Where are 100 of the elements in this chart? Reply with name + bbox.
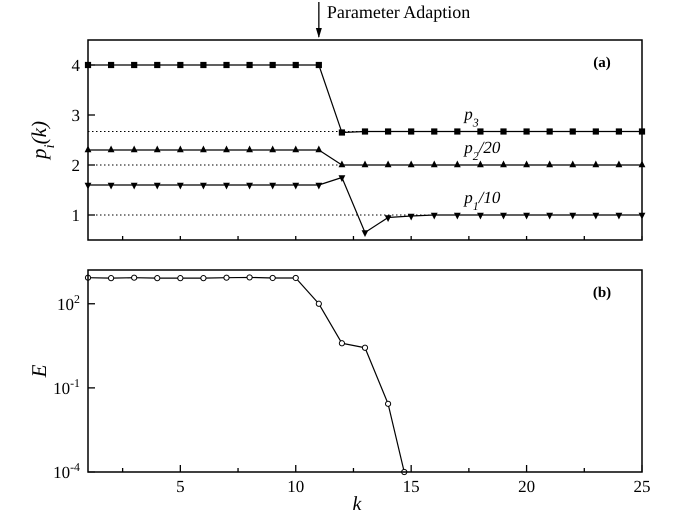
point bbox=[454, 161, 460, 168]
annotation: (b) bbox=[592, 285, 612, 301]
point bbox=[362, 344, 368, 351]
point bbox=[523, 128, 530, 135]
x-tick-label: 20 bbox=[518, 477, 536, 496]
annotation: (a) bbox=[593, 55, 611, 71]
point bbox=[616, 128, 622, 135]
series-label: p$_{2}$/20 bbox=[463, 138, 501, 163]
x-axis-title: k bbox=[352, 493, 363, 512]
point bbox=[223, 146, 230, 152]
point bbox=[384, 400, 392, 407]
point bbox=[362, 230, 368, 236]
point bbox=[177, 182, 184, 189]
point bbox=[292, 182, 299, 189]
point bbox=[338, 129, 346, 136]
point bbox=[408, 128, 414, 135]
point bbox=[270, 182, 276, 189]
point bbox=[200, 275, 207, 282]
point bbox=[316, 146, 322, 152]
point bbox=[131, 146, 138, 152]
point bbox=[570, 161, 576, 168]
point bbox=[338, 340, 346, 346]
point bbox=[223, 182, 230, 189]
text: Parameter Adaption bbox=[326, 2, 470, 22]
point bbox=[292, 62, 299, 68]
point bbox=[546, 212, 553, 219]
point bbox=[616, 212, 622, 219]
point bbox=[154, 146, 160, 152]
point bbox=[316, 62, 322, 68]
y-tick-label: 1 bbox=[72, 206, 80, 225]
point bbox=[246, 274, 253, 281]
point bbox=[246, 62, 253, 68]
point bbox=[223, 274, 230, 281]
point bbox=[108, 62, 114, 68]
point bbox=[477, 212, 484, 219]
y-tick-label: 10$^{-1}$ bbox=[53, 376, 80, 398]
point bbox=[131, 274, 138, 281]
point bbox=[546, 161, 553, 168]
point bbox=[477, 128, 484, 135]
point bbox=[154, 182, 160, 189]
point bbox=[454, 212, 460, 219]
x-tick-label: 10 bbox=[287, 477, 304, 496]
point bbox=[108, 182, 114, 189]
y-tick-label: 3 bbox=[72, 106, 80, 125]
point bbox=[270, 274, 276, 282]
point bbox=[362, 128, 368, 135]
point bbox=[338, 175, 346, 182]
point bbox=[500, 212, 507, 219]
point bbox=[362, 161, 368, 168]
point bbox=[131, 62, 138, 68]
point bbox=[246, 146, 253, 152]
point bbox=[500, 161, 507, 168]
y-tick-label: 2 bbox=[72, 156, 80, 175]
point bbox=[177, 146, 184, 152]
point bbox=[316, 182, 322, 189]
point bbox=[131, 182, 138, 189]
point bbox=[592, 212, 599, 219]
point bbox=[523, 161, 530, 168]
point bbox=[338, 161, 346, 168]
series-label: p$_{1}$/10 bbox=[463, 188, 501, 213]
point bbox=[246, 182, 253, 189]
point bbox=[616, 161, 622, 168]
point bbox=[200, 62, 207, 68]
y-tick-label: 10$^{2}$ bbox=[57, 292, 80, 314]
point bbox=[384, 128, 392, 135]
point bbox=[592, 161, 599, 168]
series-label: p$_{3}$ bbox=[463, 104, 479, 130]
point bbox=[108, 275, 114, 282]
x-tick-label: 5 bbox=[176, 477, 185, 496]
point bbox=[292, 146, 299, 152]
point bbox=[454, 128, 460, 135]
point bbox=[384, 161, 392, 168]
point bbox=[431, 161, 438, 168]
y-axis-title: E bbox=[27, 364, 51, 378]
point bbox=[270, 62, 276, 68]
y-tick-label: 4 bbox=[72, 56, 80, 75]
point bbox=[108, 146, 114, 152]
point bbox=[431, 128, 438, 135]
point bbox=[570, 212, 576, 219]
point bbox=[316, 300, 322, 307]
point bbox=[200, 182, 207, 189]
point bbox=[223, 62, 230, 68]
point bbox=[592, 128, 599, 135]
y-tick-label: 10$^{-4}$ bbox=[53, 460, 80, 482]
point bbox=[384, 215, 392, 222]
point bbox=[477, 161, 484, 168]
point bbox=[408, 214, 414, 220]
x-tick-label: 25 bbox=[634, 477, 650, 496]
point bbox=[154, 275, 160, 282]
x-tick-label: 15 bbox=[402, 477, 420, 496]
point bbox=[408, 161, 414, 168]
point bbox=[431, 212, 438, 219]
point bbox=[200, 146, 207, 152]
point bbox=[570, 128, 576, 135]
point bbox=[546, 128, 553, 135]
point bbox=[177, 275, 184, 282]
point bbox=[292, 274, 299, 282]
point bbox=[500, 128, 507, 135]
point bbox=[154, 62, 160, 68]
point bbox=[177, 62, 184, 68]
